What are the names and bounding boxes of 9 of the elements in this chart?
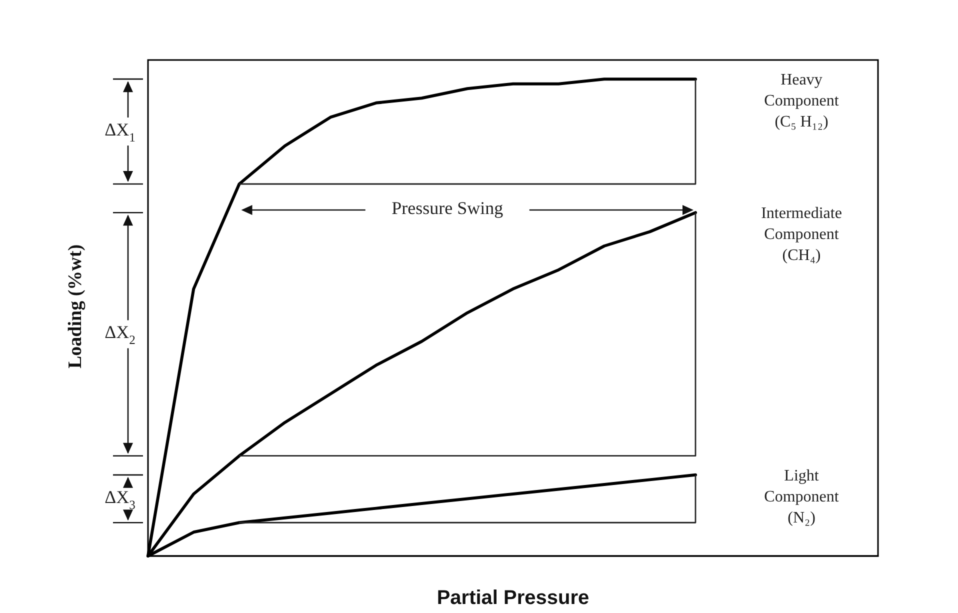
x-axis-title: Partial Pressure bbox=[436, 587, 590, 609]
text: ΔX$_{2}$ bbox=[104, 322, 136, 348]
text: Heavy Component (C₅ H₁₂) bbox=[764, 72, 840, 131]
text: ΔX$_{3}$ bbox=[104, 486, 136, 512]
text: Intermediate Component (CH₄) bbox=[761, 205, 842, 264]
annotation: Pressure Swing bbox=[392, 198, 504, 218]
text: Light Component (N₂) bbox=[764, 467, 840, 526]
y-axis-title: Loading (%wt) bbox=[65, 244, 86, 369]
text: ΔX$_{1}$ bbox=[104, 120, 136, 144]
